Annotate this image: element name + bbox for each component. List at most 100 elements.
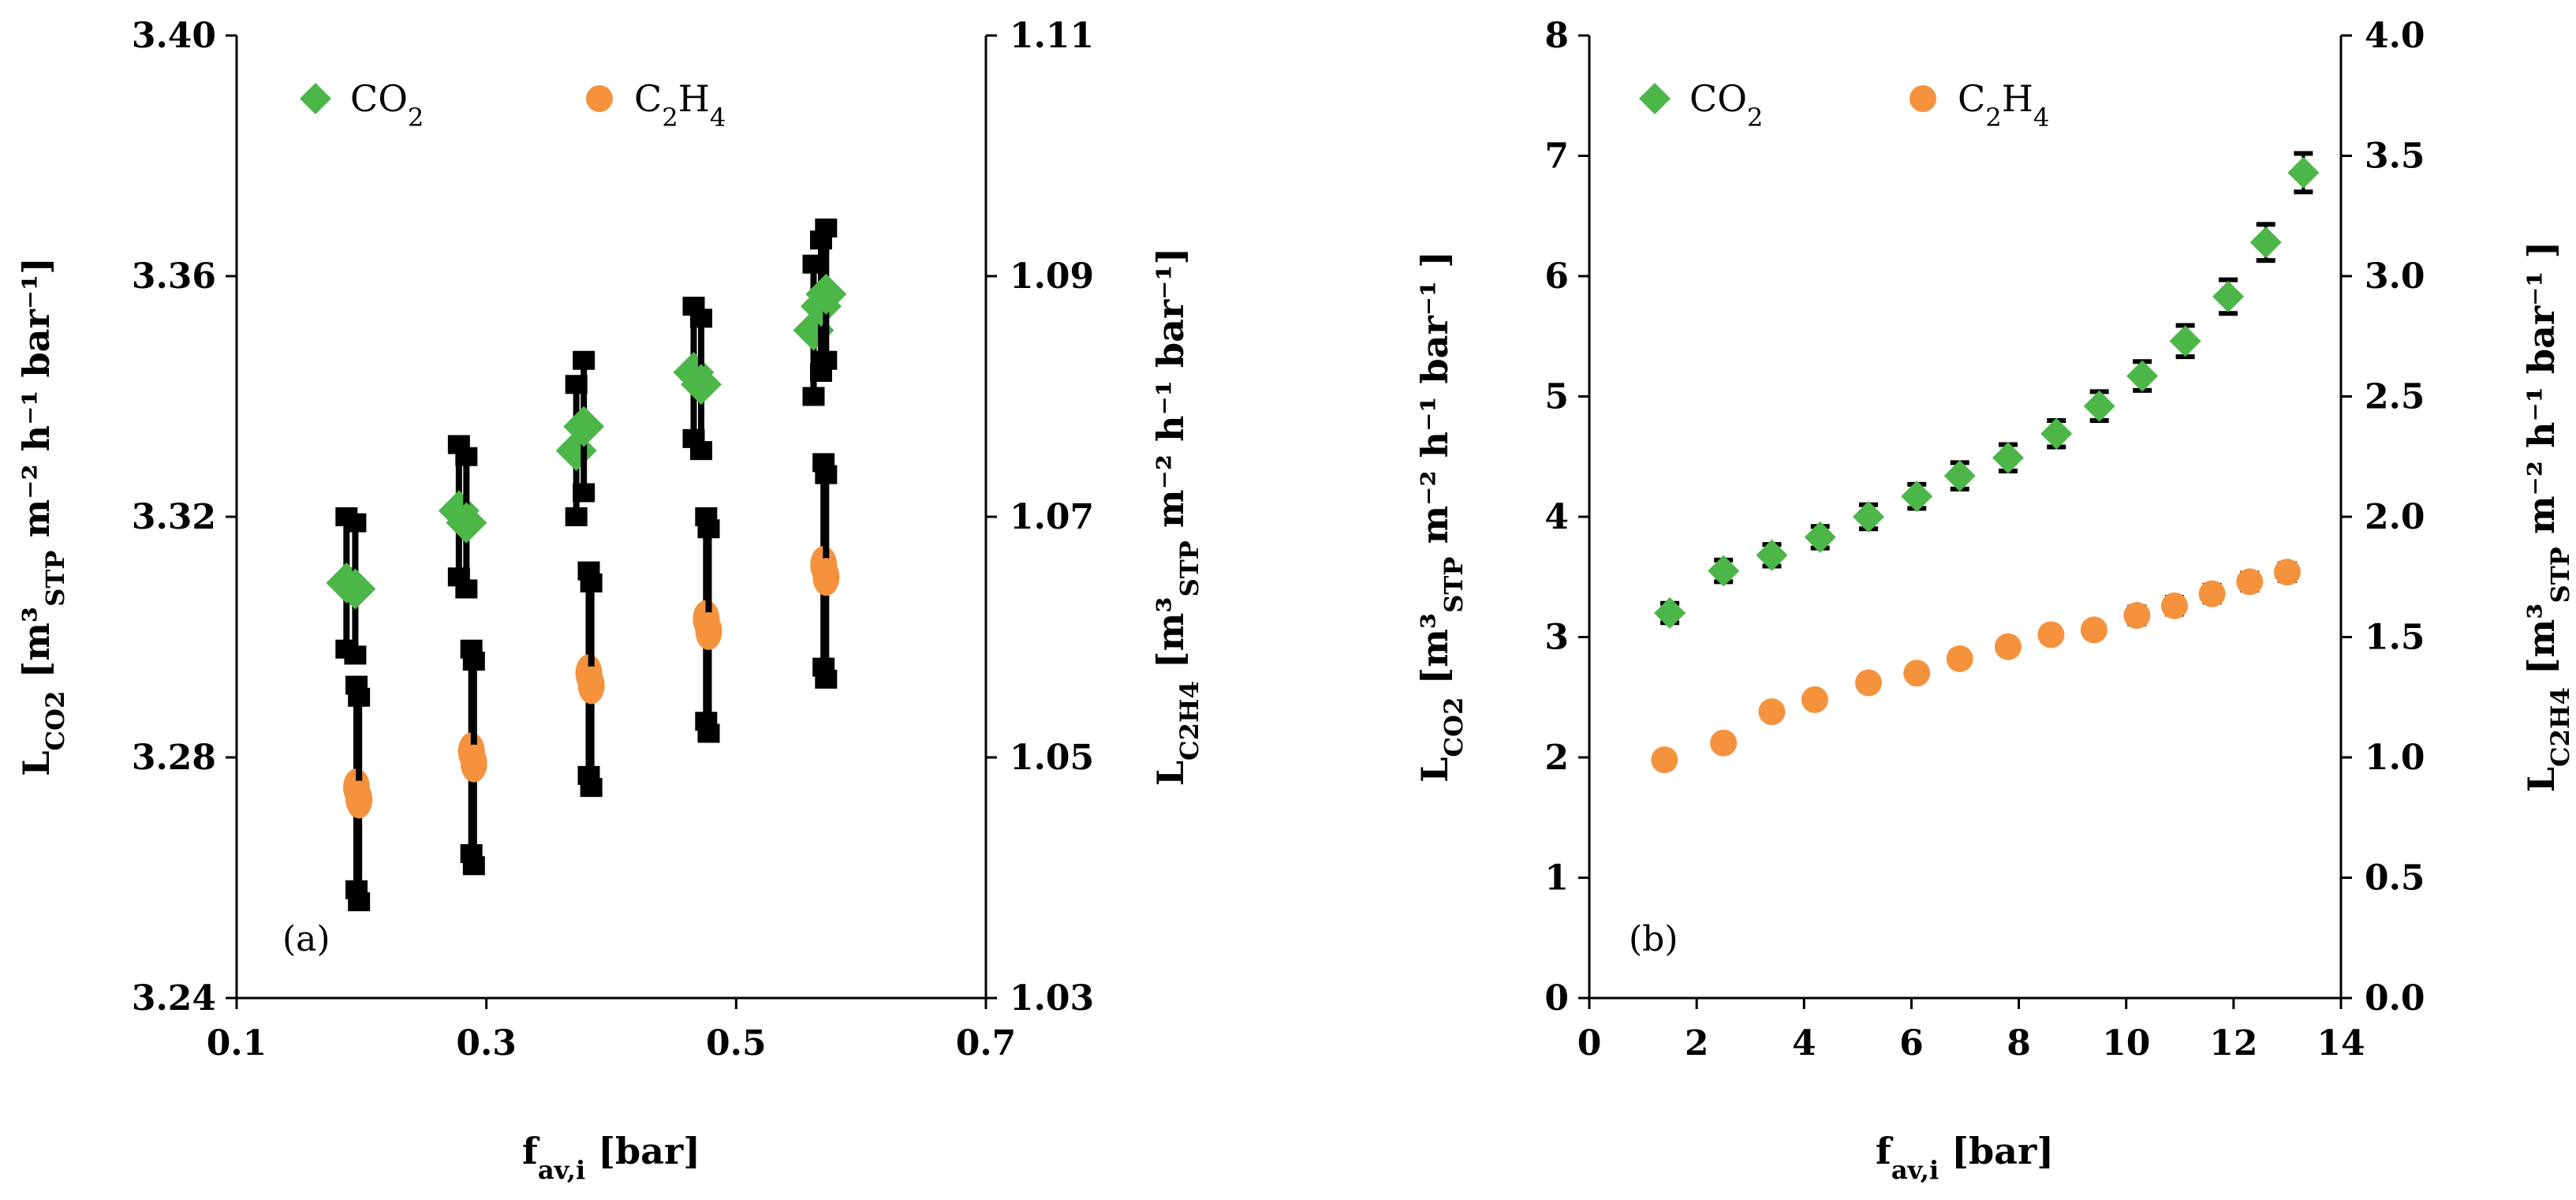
error-cap xyxy=(344,513,367,533)
data-point-circle xyxy=(1994,633,2022,660)
y-right-tick-label: 0.5 xyxy=(2365,858,2425,899)
data-point-diamond xyxy=(1708,555,1740,587)
y-left-tick-label: 3.32 xyxy=(132,497,216,537)
x-tick-label: 14 xyxy=(2317,1023,2365,1064)
y-axis-left-label: LCO2 [m³STP m⁻² h⁻¹ bar⁻¹ ] xyxy=(1413,251,1469,783)
panel-label: (b) xyxy=(1629,919,1678,959)
data-point-circle xyxy=(1651,746,1678,774)
y-left-tick-label: 1 xyxy=(1544,858,1569,899)
data-point-circle xyxy=(2080,616,2107,644)
error-cap xyxy=(690,441,712,461)
legend-marker-diamond xyxy=(1639,83,1671,114)
data-point-diamond xyxy=(2040,417,2073,450)
y-right-tick-label: 0.0 xyxy=(2365,978,2425,1019)
y-left-tick-label: 5 xyxy=(1544,377,1569,417)
data-point-diamond xyxy=(1654,597,1686,629)
y-right-tick-label: 1.11 xyxy=(1010,16,1094,56)
data-point-circle xyxy=(460,744,487,783)
x-tick-label: 4 xyxy=(1792,1023,1816,1064)
data-point-circle xyxy=(2236,568,2264,596)
y-left-tick-label: 3 xyxy=(1544,618,1569,658)
error-cap xyxy=(573,350,595,370)
chart-panel-a: 0.1 0.3 0.5 0.7 3.24 3.28 3.32 3.36 3.40 1.03 1.05… xyxy=(15,16,1204,1185)
data-point-diamond xyxy=(681,364,722,406)
x-tick-label: 0.5 xyxy=(706,1023,767,1064)
x-tick-label: 12 xyxy=(2209,1023,2257,1064)
error-cap xyxy=(462,652,485,671)
y-right-tick-label: 2.5 xyxy=(2365,377,2425,417)
data-point-diamond xyxy=(2126,360,2159,392)
data-point-circle xyxy=(1903,660,1931,687)
data-point-diamond xyxy=(1901,480,1933,513)
error-cap xyxy=(344,645,367,665)
y-right-tick-label: 1.09 xyxy=(1010,256,1094,297)
data-point-circle xyxy=(695,611,722,650)
error-cap xyxy=(565,507,588,526)
y-right-tick-label: 1.5 xyxy=(2365,618,2425,658)
data-point-circle xyxy=(2123,602,2151,630)
data-point-diamond xyxy=(1943,460,1976,492)
error-cap xyxy=(802,387,825,406)
y-left-tick-label: 8 xyxy=(1544,16,1569,56)
data-point-diamond xyxy=(2083,390,2115,422)
error-cap xyxy=(455,579,478,599)
data-point-circle xyxy=(1946,645,1973,672)
legend-label: C2H4 xyxy=(1958,77,2049,133)
data-point-diamond xyxy=(563,406,605,447)
data-point-diamond xyxy=(1992,442,2024,474)
data-point-diamond xyxy=(1756,539,1788,571)
y-left-tick-label: 3.28 xyxy=(132,738,216,778)
y-right-tick-label: 1.07 xyxy=(1010,497,1094,537)
y-right-tick-label: 3.0 xyxy=(2365,256,2425,297)
data-point-circle xyxy=(1854,669,1882,697)
y-left-tick-label: 3.24 xyxy=(132,978,216,1019)
legend-label: C2H4 xyxy=(634,77,726,133)
x-axis-label: fav,i [bar] xyxy=(1876,1130,2054,1185)
y-left-tick-label: 3.40 xyxy=(132,16,216,56)
data-point-circle xyxy=(2037,621,2065,649)
y-right-tick-label: 1.05 xyxy=(1010,738,1094,778)
error-cap xyxy=(815,219,838,237)
legend-marker-circle xyxy=(586,85,613,112)
x-tick-label: 0 xyxy=(1577,1023,1602,1064)
y-left-tick-label: 2 xyxy=(1544,738,1569,778)
error-cap xyxy=(815,465,838,484)
y-axis-right-label: LC2H4 [m³STP m⁻² h⁻¹ bar⁻¹ ] xyxy=(2520,241,2575,793)
legend-marker-diamond xyxy=(300,83,331,114)
data-point-diamond xyxy=(446,502,487,544)
data-point-circle xyxy=(812,558,840,596)
error-cap xyxy=(690,308,712,328)
y-right-tick-label: 3.5 xyxy=(2365,136,2425,177)
chart-panel-b: 0 2 4 6 8 10 12 140123456780.00.51.01.52.02.53.… xyxy=(1413,16,2575,1185)
data-point-circle xyxy=(1710,729,1738,757)
x-tick-label: 10 xyxy=(2102,1023,2150,1064)
error-cap xyxy=(455,447,478,466)
data-point-diamond xyxy=(334,568,376,610)
data-point-circle xyxy=(345,780,373,819)
data-point-diamond xyxy=(2212,280,2245,312)
x-tick-label: 6 xyxy=(1899,1023,1924,1064)
x-tick-label: 0.3 xyxy=(456,1023,517,1064)
x-tick-label: 2 xyxy=(1685,1023,1709,1064)
data-point-diamond xyxy=(2249,226,2282,259)
data-point-diamond xyxy=(2287,156,2320,189)
y-left-tick-label: 0 xyxy=(1544,978,1569,1019)
y-right-tick-label: 4.0 xyxy=(2365,16,2425,56)
data-point-diamond xyxy=(2169,325,2201,357)
y-left-tick-label: 3.36 xyxy=(132,256,216,297)
error-cap xyxy=(580,778,603,798)
x-tick-label: 0.1 xyxy=(207,1023,267,1064)
y-left-tick-label: 4 xyxy=(1544,497,1569,537)
y-right-tick-label: 1.0 xyxy=(2365,738,2425,778)
error-cap xyxy=(815,350,838,370)
error-cap xyxy=(815,669,838,689)
data-point-circle xyxy=(577,666,605,705)
legend-marker-circle xyxy=(1910,85,1936,112)
y-left-tick-label: 7 xyxy=(1544,136,1569,177)
error-cap xyxy=(697,519,720,539)
y-axis-left-label: LCO2 [m³STP m⁻² h⁻¹ bar⁻¹] xyxy=(15,257,70,776)
data-point-circle xyxy=(2160,592,2188,619)
y-left-tick-label: 6 xyxy=(1544,256,1569,297)
panel-label: (a) xyxy=(282,919,330,959)
